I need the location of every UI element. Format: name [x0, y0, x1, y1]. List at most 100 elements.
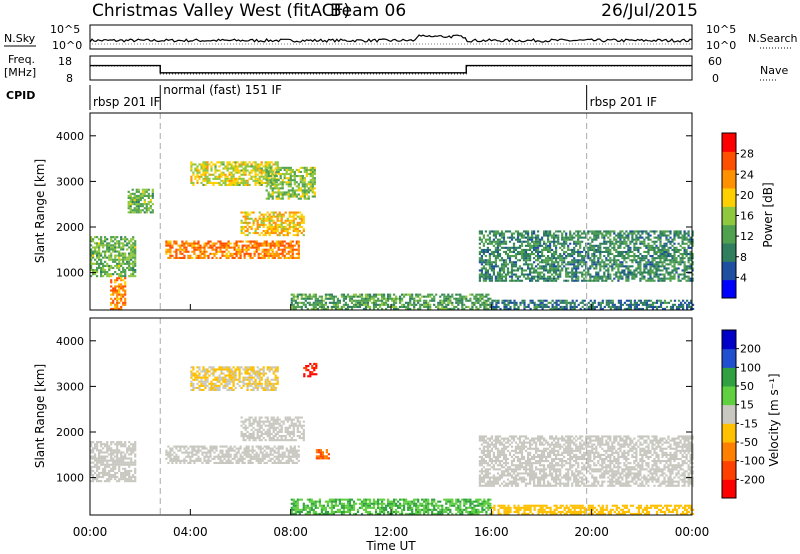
data-cell [531, 271, 534, 274]
data-cell [290, 305, 293, 308]
data-cell [635, 238, 638, 241]
data-cell [287, 242, 290, 245]
data-cell [637, 303, 640, 306]
data-cell [96, 250, 99, 253]
data-cell [498, 253, 502, 256]
data-cell [237, 246, 240, 249]
data-cell [290, 307, 293, 310]
data-cell [597, 234, 600, 237]
data-cell [309, 181, 312, 184]
data-cell [149, 194, 152, 197]
data-cell [492, 234, 495, 237]
data-cell [575, 267, 578, 270]
data-cell [498, 242, 502, 245]
data-cell [241, 457, 244, 460]
data-cell [268, 424, 271, 427]
data-cell [673, 267, 676, 270]
data-cell [441, 303, 444, 306]
data-cell [603, 240, 606, 243]
data-cell [126, 262, 129, 265]
data-cell [264, 439, 267, 442]
data-cell [242, 232, 245, 235]
data-cell [625, 307, 628, 310]
data-cell [633, 271, 636, 274]
data-cell [621, 236, 624, 239]
data-cell [122, 254, 125, 257]
data-cell [227, 447, 230, 450]
data-cell [539, 305, 542, 308]
data-cell [537, 305, 540, 308]
data-cell [269, 451, 272, 454]
data-cell [230, 163, 233, 166]
data-cell [677, 267, 680, 270]
data-cell [290, 303, 293, 306]
data-cell [531, 301, 534, 304]
data-cell [631, 273, 634, 276]
data-cell [508, 248, 512, 251]
data-cell [549, 234, 552, 237]
data-cell [516, 230, 520, 233]
data-cell [249, 455, 252, 458]
data-cell [615, 234, 618, 237]
data-cell [682, 299, 685, 302]
data-cell [130, 262, 133, 265]
data-cell [134, 252, 137, 255]
data-cell [541, 236, 544, 239]
data-cell [283, 246, 286, 249]
data-cell [350, 301, 354, 304]
data-cell [675, 232, 678, 235]
data-cell [118, 293, 121, 296]
data-cell [667, 250, 670, 253]
data-cell [279, 177, 282, 180]
data-cell [477, 301, 480, 304]
data-cell [131, 196, 134, 199]
data-cell [265, 445, 268, 448]
colorbar-swatch [722, 133, 736, 152]
data-cell [229, 252, 232, 255]
data-cell [294, 305, 297, 308]
data-cell [300, 232, 303, 235]
data-cell [257, 242, 260, 245]
data-cell [575, 261, 578, 264]
data-cell [302, 221, 305, 224]
noise-left-tick-bottom: 10^0 [52, 39, 82, 52]
data-cell [240, 230, 243, 233]
data-cell [690, 299, 693, 302]
data-cell [401, 293, 404, 296]
data-cell [289, 181, 292, 184]
data-cell [260, 179, 263, 182]
data-cell [553, 305, 556, 308]
data-cell [457, 301, 460, 304]
data-cell [631, 240, 634, 243]
data-cell [525, 305, 528, 308]
data-cell [94, 252, 97, 255]
data-cell [283, 453, 286, 456]
data-cell [364, 297, 368, 300]
data-cell [244, 167, 247, 170]
data-cell [244, 217, 247, 220]
data-cell [294, 295, 297, 298]
data-cell [633, 277, 636, 280]
data-cell [627, 257, 630, 260]
data-cell [208, 177, 211, 180]
data-cell [427, 301, 430, 304]
data-cell [258, 420, 261, 423]
data-cell [246, 165, 249, 168]
data-cell [305, 183, 308, 186]
data-cell [625, 234, 628, 237]
data-cell [559, 255, 562, 258]
data-cell [122, 293, 125, 296]
data-cell [207, 256, 210, 259]
data-cell [285, 183, 288, 186]
data-cell [277, 179, 280, 182]
data-cell [445, 299, 448, 302]
data-cell [457, 299, 460, 302]
data-cell [407, 305, 410, 308]
data-cell [653, 250, 656, 253]
data-cell [281, 254, 284, 257]
data-cell [267, 193, 270, 196]
data-cell [215, 250, 218, 253]
data-cell [269, 453, 272, 456]
data-cell [518, 279, 522, 282]
data-cell [234, 163, 237, 166]
